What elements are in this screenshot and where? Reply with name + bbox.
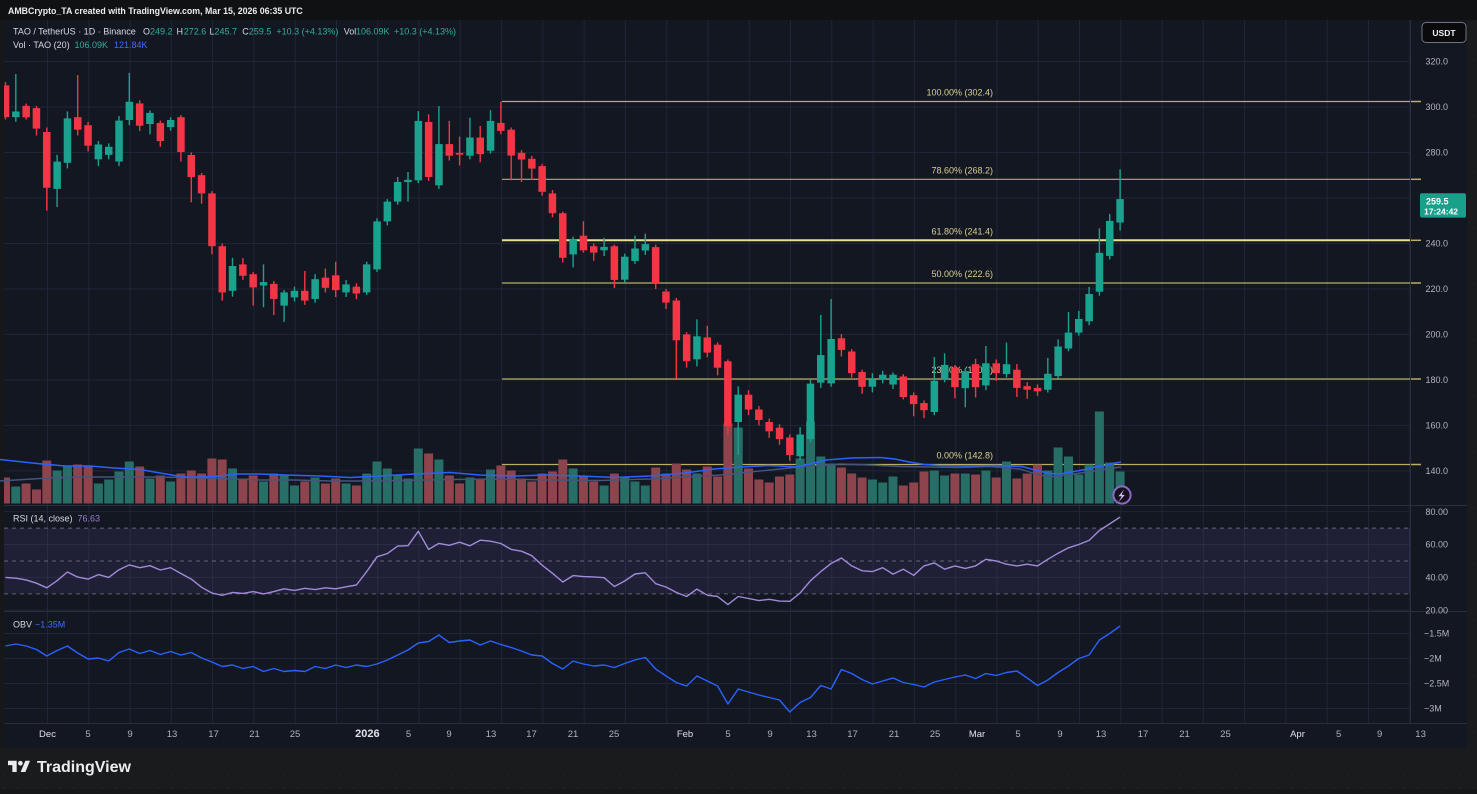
- svg-text:280.0: 280.0: [1426, 148, 1449, 158]
- svg-text:60.00: 60.00: [1426, 540, 1449, 550]
- svg-text:23.60% (180.5): 23.60% (180.5): [931, 365, 993, 375]
- svg-text:USDT: USDT: [1432, 28, 1456, 38]
- svg-text:21: 21: [568, 729, 579, 740]
- svg-text:50.00% (222.6): 50.00% (222.6): [931, 269, 993, 279]
- svg-text:259.5: 259.5: [249, 27, 272, 37]
- svg-text:Mar: Mar: [969, 729, 985, 740]
- svg-text:Vol · TAO (20): Vol · TAO (20): [13, 40, 70, 50]
- svg-text:2026: 2026: [355, 728, 379, 740]
- svg-text:21: 21: [1179, 729, 1190, 740]
- svg-text:160.0: 160.0: [1426, 421, 1449, 431]
- svg-text:5: 5: [85, 729, 90, 740]
- svg-text:106.09K: 106.09K: [356, 27, 390, 37]
- svg-text:Vol: Vol: [344, 27, 357, 37]
- svg-text:L: L: [210, 27, 215, 37]
- svg-text:76.63: 76.63: [78, 513, 101, 523]
- svg-text:RSI (14, close): RSI (14, close): [13, 513, 73, 523]
- svg-text:−3M: −3M: [1424, 704, 1442, 714]
- svg-text:13: 13: [806, 729, 817, 740]
- svg-text:5: 5: [406, 729, 411, 740]
- svg-text:Apr: Apr: [1290, 729, 1305, 740]
- svg-text:220.0: 220.0: [1426, 284, 1449, 294]
- svg-text:249.2: 249.2: [150, 27, 173, 37]
- svg-text:Dec: Dec: [39, 729, 56, 740]
- svg-text:17: 17: [208, 729, 219, 740]
- svg-text:AMBCrypto_TA created with Trad: AMBCrypto_TA created with TradingView.co…: [8, 6, 303, 16]
- svg-text:+10.3 (+4.13%): +10.3 (+4.13%): [276, 27, 338, 37]
- svg-text:9: 9: [767, 729, 772, 740]
- svg-text:21: 21: [249, 729, 260, 740]
- svg-text:13: 13: [167, 729, 178, 740]
- svg-text:259.5: 259.5: [1426, 197, 1449, 207]
- svg-text:78.60% (268.2): 78.60% (268.2): [931, 165, 993, 175]
- svg-text:TradingView: TradingView: [37, 759, 132, 776]
- svg-text:OBV: OBV: [13, 620, 32, 630]
- svg-text:9: 9: [1377, 729, 1382, 740]
- svg-text:25: 25: [290, 729, 301, 740]
- svg-text:25: 25: [930, 729, 941, 740]
- svg-text:13: 13: [486, 729, 497, 740]
- svg-text:5: 5: [725, 729, 730, 740]
- svg-text:17: 17: [526, 729, 537, 740]
- svg-text:TAO / TetherUS · 1D · Binance: TAO / TetherUS · 1D · Binance: [13, 27, 136, 37]
- svg-text:Feb: Feb: [677, 729, 693, 740]
- svg-text:80.00: 80.00: [1426, 507, 1449, 517]
- svg-text:9: 9: [1057, 729, 1062, 740]
- svg-text:100.00% (302.4): 100.00% (302.4): [926, 88, 993, 98]
- svg-text:−1.5M: −1.5M: [1424, 629, 1449, 639]
- svg-text:17: 17: [847, 729, 858, 740]
- svg-text:245.7: 245.7: [215, 27, 238, 37]
- svg-text:9: 9: [446, 729, 451, 740]
- svg-text:−2.5M: −2.5M: [1424, 679, 1449, 689]
- svg-text:106.09K: 106.09K: [75, 40, 109, 50]
- svg-text:121.84K: 121.84K: [114, 40, 148, 50]
- svg-text:20.00: 20.00: [1426, 606, 1449, 616]
- svg-text:240.0: 240.0: [1426, 239, 1449, 249]
- svg-text:17: 17: [1138, 729, 1149, 740]
- svg-text:272.6: 272.6: [184, 27, 207, 37]
- svg-text:25: 25: [609, 729, 620, 740]
- svg-text:O: O: [143, 27, 150, 37]
- svg-text:5: 5: [1015, 729, 1020, 740]
- svg-text:300.0: 300.0: [1426, 102, 1449, 112]
- svg-text:200.0: 200.0: [1426, 330, 1449, 340]
- svg-text:25: 25: [1220, 729, 1231, 740]
- svg-text:−2M: −2M: [1424, 654, 1442, 664]
- svg-text:5: 5: [1336, 729, 1341, 740]
- svg-text:+10.3 (+4.13%): +10.3 (+4.13%): [394, 27, 456, 37]
- svg-text:−1.35M: −1.35M: [35, 620, 65, 630]
- svg-text:40.00: 40.00: [1426, 573, 1449, 583]
- svg-text:9: 9: [127, 729, 132, 740]
- svg-text:17:24:42: 17:24:42: [1424, 207, 1458, 217]
- svg-text:61.80% (241.4): 61.80% (241.4): [931, 226, 993, 236]
- svg-text:C: C: [242, 27, 249, 37]
- svg-text:140.0: 140.0: [1426, 466, 1449, 476]
- svg-text:H: H: [177, 27, 184, 37]
- svg-text:21: 21: [889, 729, 900, 740]
- svg-text:13: 13: [1096, 729, 1107, 740]
- svg-text:180.0: 180.0: [1426, 375, 1449, 385]
- svg-text:13: 13: [1415, 729, 1426, 740]
- svg-text:0.00% (142.8): 0.00% (142.8): [936, 451, 993, 461]
- svg-text:320.0: 320.0: [1426, 57, 1449, 67]
